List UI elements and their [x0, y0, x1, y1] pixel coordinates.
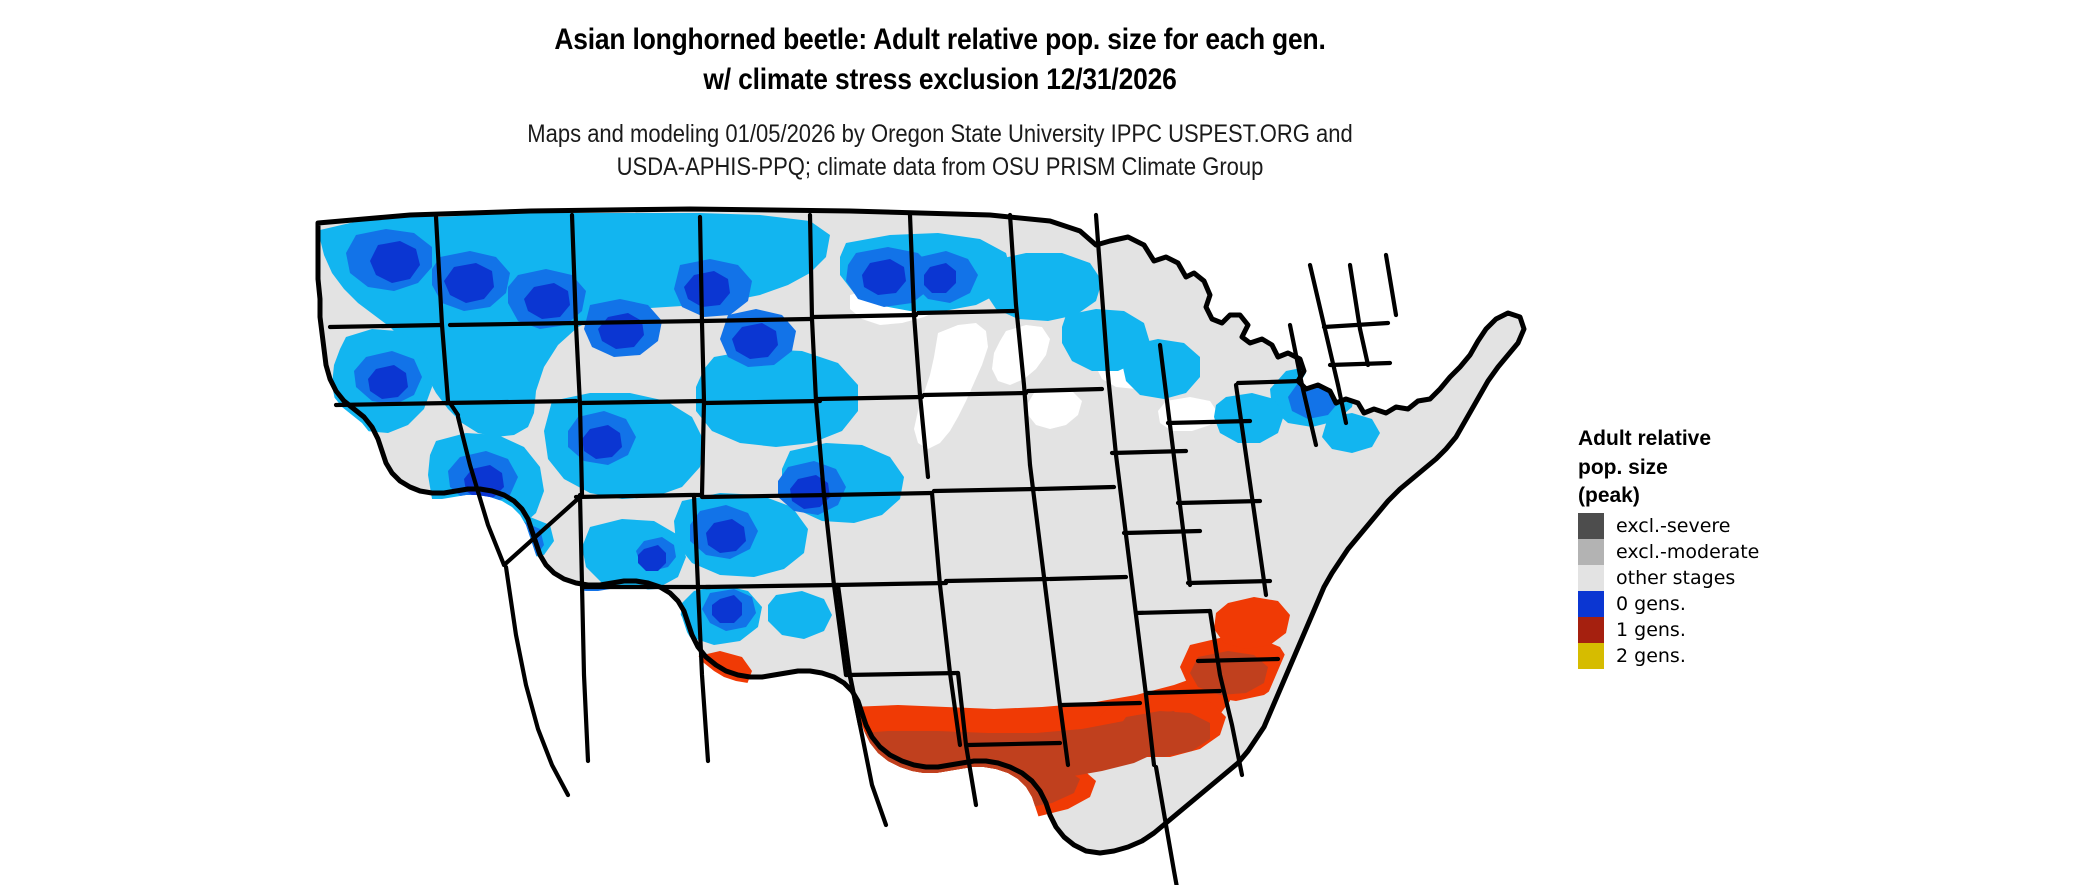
us-map-svg: [315, 206, 1527, 885]
legend-swatch-0-gens: [1578, 590, 1604, 617]
national-outline: [315, 206, 1527, 856]
border-wy-co: [577, 398, 707, 406]
legend-item-excl-severe[interactable]: excl.-severe: [1578, 512, 1898, 539]
border-ar-ms: [929, 490, 963, 748]
border-ut-co-az-nm: [573, 492, 705, 500]
legend-item-other-stages[interactable]: other stages: [1578, 564, 1898, 591]
border-ct-ny: [1335, 382, 1349, 426]
raster-gray-moderate-blobs: [484, 665, 708, 783]
border-plains-east: [807, 212, 849, 678]
border-nm-tx: [691, 492, 711, 764]
border-ks-ok: [699, 492, 833, 500]
border-nh-ma: [1357, 326, 1371, 368]
border-ar-la: [843, 670, 961, 678]
border-ca-nv: [455, 414, 507, 568]
legend-title-line-3: (peak): [1578, 484, 1640, 507]
border-mt-wy: [575, 318, 705, 326]
border-tn-nc: [1133, 608, 1213, 616]
legend-title-line-1: Adult relative: [1578, 427, 1712, 450]
border-ca-mex: [503, 564, 571, 798]
legend-swatch-2-gens: [1578, 642, 1604, 669]
border-oh-pa-wv: [1157, 342, 1193, 588]
legend-item-excl-moderate[interactable]: excl.-moderate: [1578, 538, 1898, 565]
border-ms-al-east: [1027, 462, 1071, 768]
border-nh-me: [1383, 252, 1399, 318]
border-ny-nj: [1235, 378, 1303, 386]
legend-swatch-other-stages: [1578, 564, 1604, 591]
legend-label-1-gens: 1 gens.: [1616, 618, 1686, 641]
legend-label-2-gens: 2 gens.: [1616, 644, 1686, 667]
page-title: Asian longhorned beetle: Adult relative …: [0, 20, 1880, 100]
legend-item-2-gens[interactable]: 2 gens.: [1578, 642, 1898, 669]
border-nc-sc: [1195, 656, 1281, 664]
border-mn-wi: [915, 308, 1017, 316]
raster-layer-exclusion: [484, 641, 714, 785]
legend-label-excl-moderate: excl.-moderate: [1616, 540, 1760, 563]
border-oh-ky-wv: [1109, 448, 1189, 456]
map-legend: Adult relative pop. size (peak) excl.-se…: [1578, 425, 1898, 669]
raster-gray-severe-blobs: [496, 641, 714, 785]
border-sc-nc-ga: [1207, 608, 1245, 778]
page-subtitle: Maps and modeling 01/05/2026 by Oregon S…: [0, 118, 1880, 184]
border-ne-ks: [701, 398, 823, 406]
legend-title: Adult relative pop. size (peak): [1578, 425, 1898, 511]
subtitle-line-2: USDA-APHIS-PPQ; climate data from OSU PR…: [616, 153, 1264, 181]
border-mi-oh: [1093, 212, 1119, 458]
legend-item-1-gens[interactable]: 1 gens.: [1578, 616, 1898, 643]
state-borders: [315, 206, 1527, 885]
border-mt-wy-co: [569, 212, 585, 498]
legend-title-line-2: pop. size: [1578, 455, 1668, 479]
border-ms-tn: [943, 576, 1051, 584]
border-ky-tn-va: [1121, 528, 1203, 536]
legend-label-excl-severe: excl.-severe: [1616, 514, 1731, 537]
border-vt-nh: [1347, 262, 1363, 332]
title-line-1: Asian longhorned beetle: Adult relative …: [554, 23, 1326, 56]
legend-item-list: excl.-severe excl.-moderate other stages…: [1578, 512, 1898, 669]
border-ma-ct-ri: [1327, 360, 1393, 368]
border-vt-ma: [1321, 320, 1391, 330]
legend-swatch-excl-severe: [1578, 512, 1604, 539]
border-tx-la: [847, 674, 889, 828]
border-ny-pa: [1287, 322, 1319, 448]
border-wi-il: [1007, 212, 1033, 468]
border-in-ky: [1035, 484, 1117, 492]
border-ar-la-ms: [833, 580, 949, 588]
border-ia-il: [921, 390, 1029, 398]
border-va-nc: [1185, 578, 1273, 586]
border-ca-az: [501, 494, 583, 568]
border-il-in: [1025, 386, 1105, 394]
border-fl-ga: [1153, 764, 1179, 885]
subtitle-line-1: Maps and modeling 01/05/2026 by Oregon S…: [527, 120, 1353, 148]
border-ia-mo: [815, 394, 925, 402]
border-ms-al: [965, 740, 1063, 748]
border-id-nv-ut: [443, 398, 579, 406]
border-md-va: [1175, 498, 1263, 506]
border-mo-ar: [823, 490, 935, 498]
border-ok-tx: [703, 582, 841, 590]
border-sd-mn: [811, 312, 919, 320]
border-mt-nd-sd-ne: [697, 214, 707, 498]
border-al-ga: [1059, 700, 1143, 708]
legend-swatch-excl-moderate: [1578, 538, 1604, 565]
legend-swatch-1-gens: [1578, 616, 1604, 643]
legend-item-0-gens[interactable]: 0 gens.: [1578, 590, 1898, 617]
us-map: [290, 205, 1570, 885]
border-mn-ia-mo: [907, 212, 931, 480]
border-ga-sc: [1145, 688, 1223, 696]
border-nd-sd: [699, 316, 813, 324]
border-id-mt: [447, 320, 579, 328]
border-tn-al-ga: [1047, 574, 1129, 582]
border-pa-md: [1165, 418, 1253, 426]
border-wa-or: [327, 322, 445, 330]
border-mo-ky: [931, 486, 1039, 494]
title-line-2: w/ climate stress exclusion 12/31/2026: [703, 63, 1177, 96]
legend-label-other-stages: other stages: [1616, 566, 1736, 589]
legend-label-0-gens: 0 gens.: [1616, 592, 1686, 615]
border-az-nm: [577, 492, 591, 764]
